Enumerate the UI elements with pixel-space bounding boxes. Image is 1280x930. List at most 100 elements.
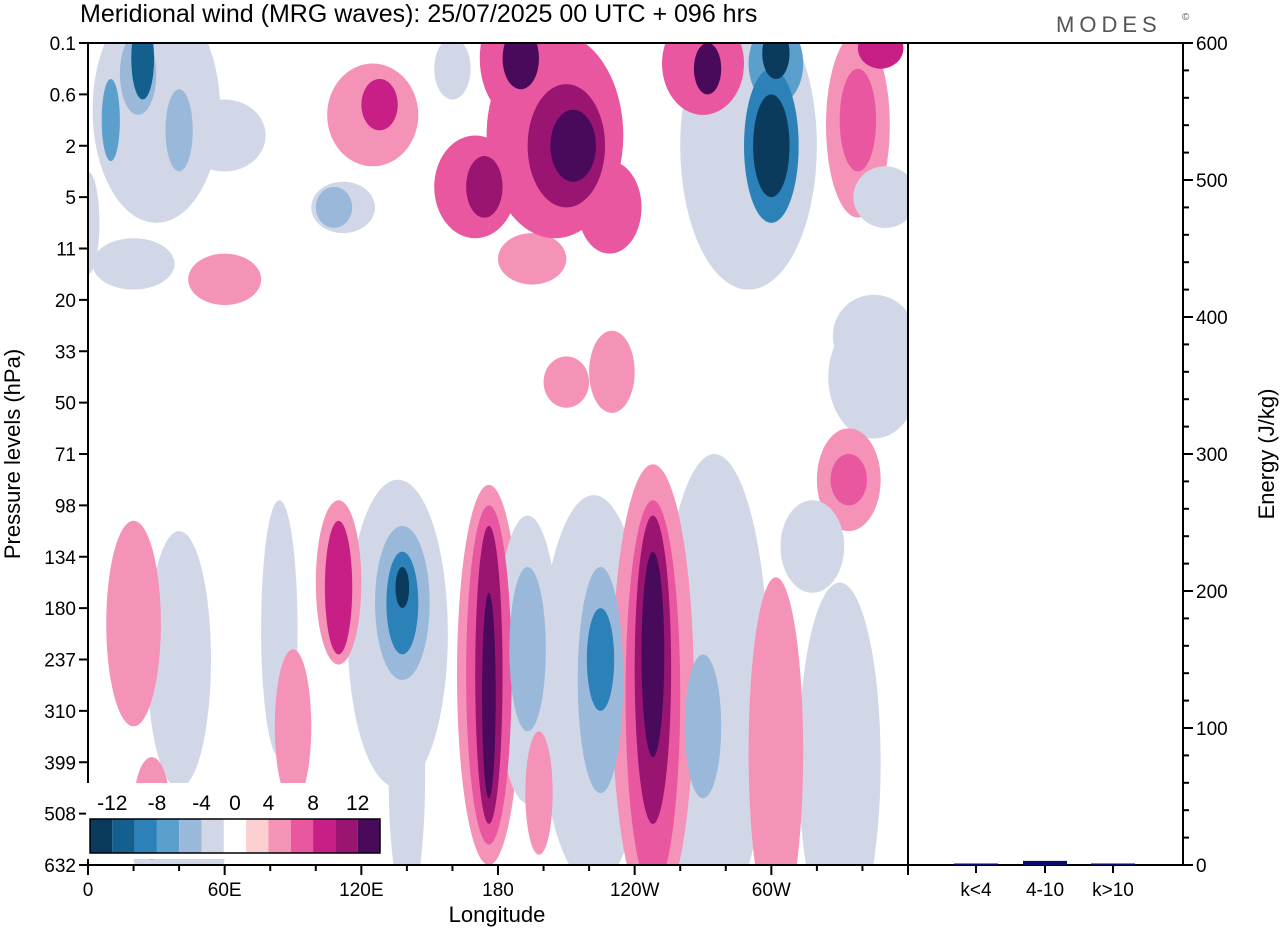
colorbar-swatch <box>179 819 202 853</box>
y-tick-label: 399 <box>44 753 76 774</box>
colorbar-swatch <box>313 819 336 853</box>
wind-contour-29 <box>693 43 722 95</box>
colorbar-label: -4 <box>192 792 211 815</box>
colorbar-swatch <box>268 819 291 853</box>
wind-contour-13 <box>753 94 790 198</box>
colorbar-label: 4 <box>263 792 275 815</box>
logo-copyright-mark: © <box>1182 12 1190 23</box>
y-tick-label: 0.1 <box>50 34 76 55</box>
y-tick-label: 237 <box>44 651 76 672</box>
colorbar: -12 -8 -4 0 4 8 12 <box>86 783 384 859</box>
wind-contour-6 <box>88 171 100 275</box>
wind-contour-47 <box>324 520 353 655</box>
colorbar-label: 12 <box>346 792 369 815</box>
colorbar-swatch <box>223 819 247 853</box>
wind-contour-11 <box>762 43 790 79</box>
y-tick-label: 33 <box>55 342 76 363</box>
colorbar-swatch <box>134 819 157 853</box>
y-tick-label: 11 <box>56 240 76 261</box>
y-tick-label: 632 <box>44 856 76 877</box>
wind-contour-55 <box>586 608 615 711</box>
wind-contour-18 <box>550 109 596 182</box>
y-tick-label: 71 <box>55 445 76 466</box>
modes-logo: MODES <box>1056 12 1162 37</box>
y-tick-label: 20 <box>55 291 76 312</box>
wind-contour-71 <box>589 330 635 413</box>
wind-contour-42 <box>388 649 426 865</box>
y-tick-label: 2 <box>65 137 76 158</box>
energy-tick-label: 600 <box>1196 34 1228 55</box>
colorbar-label: 8 <box>307 792 319 815</box>
energy-bars: k<4 4-10 k>10 <box>954 860 1135 901</box>
x-tick-label: 0 <box>83 880 94 901</box>
wind-contour-64 <box>748 577 804 865</box>
wind-contour-2 <box>165 89 193 172</box>
wind-contour-51 <box>274 649 312 804</box>
wind-contour-35 <box>543 356 590 408</box>
wind-contour-8 <box>315 186 353 228</box>
chart-title: Meridional wind (MRG waves): 25/07/2025 … <box>80 0 757 28</box>
wind-contour-69 <box>832 294 908 377</box>
wind-contour-66 <box>780 500 845 593</box>
wind-contour-49 <box>106 520 161 727</box>
longitude-axis: 0 60E 120E 180 120W 60W <box>83 865 909 901</box>
y-tick-label: 310 <box>44 702 76 723</box>
wind-contour-58 <box>641 551 665 758</box>
y-axis-label: Pressure levels (hPa) <box>0 349 25 559</box>
energy-axis-label: Energy (J/kg) <box>1254 389 1279 520</box>
wind-contour-25 <box>361 78 398 131</box>
colorbar-swatch <box>90 819 113 853</box>
wind-contour-34 <box>188 253 262 306</box>
colorbar-swatch <box>357 819 380 853</box>
energy-tick-label: 100 <box>1196 719 1228 740</box>
wind-contour-24 <box>498 233 567 285</box>
wind-contour-16 <box>853 166 908 228</box>
wind-contour-5 <box>183 99 266 172</box>
energy-bar-1 <box>1023 860 1067 865</box>
x-axis-label: Longitude <box>449 902 546 927</box>
colorbar-frame <box>89 818 381 854</box>
y-tick-label: 134 <box>44 548 76 569</box>
colorbar-swatch <box>201 819 224 853</box>
y-tick-label: 508 <box>44 805 76 826</box>
colorbar-swatch <box>290 819 314 853</box>
energy-tick-label: 300 <box>1196 445 1228 466</box>
energy-tick-label: 500 <box>1196 171 1228 192</box>
pressure-axis: 0.1 0.6 2 5 11 20 33 50 71 98 134 180 237 310 399 508 63… <box>44 34 88 877</box>
colorbar-label: 0 <box>229 792 241 815</box>
wind-contour-31 <box>857 43 904 69</box>
energy-category-label: k>10 <box>1092 880 1134 901</box>
energy-axis: 0 100 200 300 400 500 600 <box>1183 34 1228 877</box>
wind-contour-67 <box>830 454 867 506</box>
colorbar-swatch <box>156 819 180 853</box>
energy-tick-label: 0 <box>1196 856 1207 877</box>
colorbar-swatch <box>112 819 135 853</box>
y-tick-label: 50 <box>55 394 76 415</box>
y-tick-label: 180 <box>44 599 76 620</box>
wind-contour-27 <box>502 43 539 90</box>
energy-panel-frame <box>907 42 1184 866</box>
wind-contour-0 <box>131 43 155 100</box>
y-tick-label: 0.6 <box>50 85 76 106</box>
x-tick-label: 120W <box>610 880 660 901</box>
wind-contour-9 <box>92 238 175 290</box>
energy-category-label: k<4 <box>960 880 992 901</box>
wind-contour-1 <box>101 78 120 162</box>
wind-contour-36 <box>147 531 211 788</box>
x-tick-label: 120E <box>339 880 383 901</box>
x-tick-label: 60W <box>752 880 791 901</box>
energy-bar-0 <box>954 863 998 865</box>
wind-contour-40 <box>395 567 410 609</box>
heatmap-field <box>88 43 908 865</box>
energy-bar-2 <box>1091 863 1135 865</box>
energy-tick-label: 400 <box>1196 308 1228 329</box>
colorbar-swatch <box>246 819 269 853</box>
colorbar-label: -8 <box>148 792 167 815</box>
x-tick-label: 180 <box>482 880 514 901</box>
wind-contour-21 <box>466 156 503 218</box>
wind-contour-53 <box>509 567 546 732</box>
y-tick-label: 98 <box>55 496 76 517</box>
energy-tick-label: 200 <box>1196 582 1228 603</box>
wind-contour-32 <box>839 68 877 172</box>
energy-category-label: 4-10 <box>1026 880 1064 901</box>
